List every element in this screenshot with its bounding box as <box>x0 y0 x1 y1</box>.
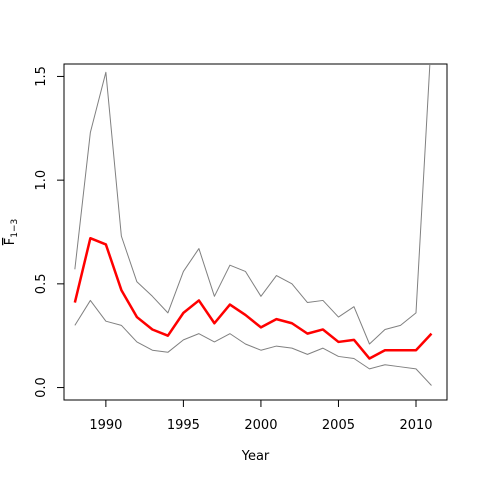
series-line-upper <box>74 64 431 345</box>
x-axis-label: Year <box>241 449 270 464</box>
y-axis-label: F1−3 <box>3 219 20 245</box>
series-layer <box>73 64 433 386</box>
y-tick-label: 0.0 <box>34 377 49 398</box>
series-line-lower <box>74 299 432 386</box>
y-tick-label: 1.0 <box>34 170 49 191</box>
y-axis-label-main: F <box>3 238 18 245</box>
x-tick-label: 2000 <box>244 418 277 433</box>
x-tick-label: 1990 <box>89 418 122 433</box>
y-axis-label-subscript: 1−3 <box>10 219 20 238</box>
y-tick-label: 0.5 <box>34 274 49 295</box>
y-tick-label: 1.5 <box>34 66 49 87</box>
y-axis-label-group: F1−3 <box>3 219 20 245</box>
series-line-estimate <box>73 236 433 360</box>
x-tick-label: 2005 <box>322 418 355 433</box>
x-axis: 1990 1995 2000 2005 2010 <box>89 399 433 433</box>
x-tick-label: 2010 <box>399 418 432 433</box>
y-axis: 0.0 0.5 1.0 1.5 <box>34 66 65 398</box>
x-tick-label: 1995 <box>167 418 200 433</box>
